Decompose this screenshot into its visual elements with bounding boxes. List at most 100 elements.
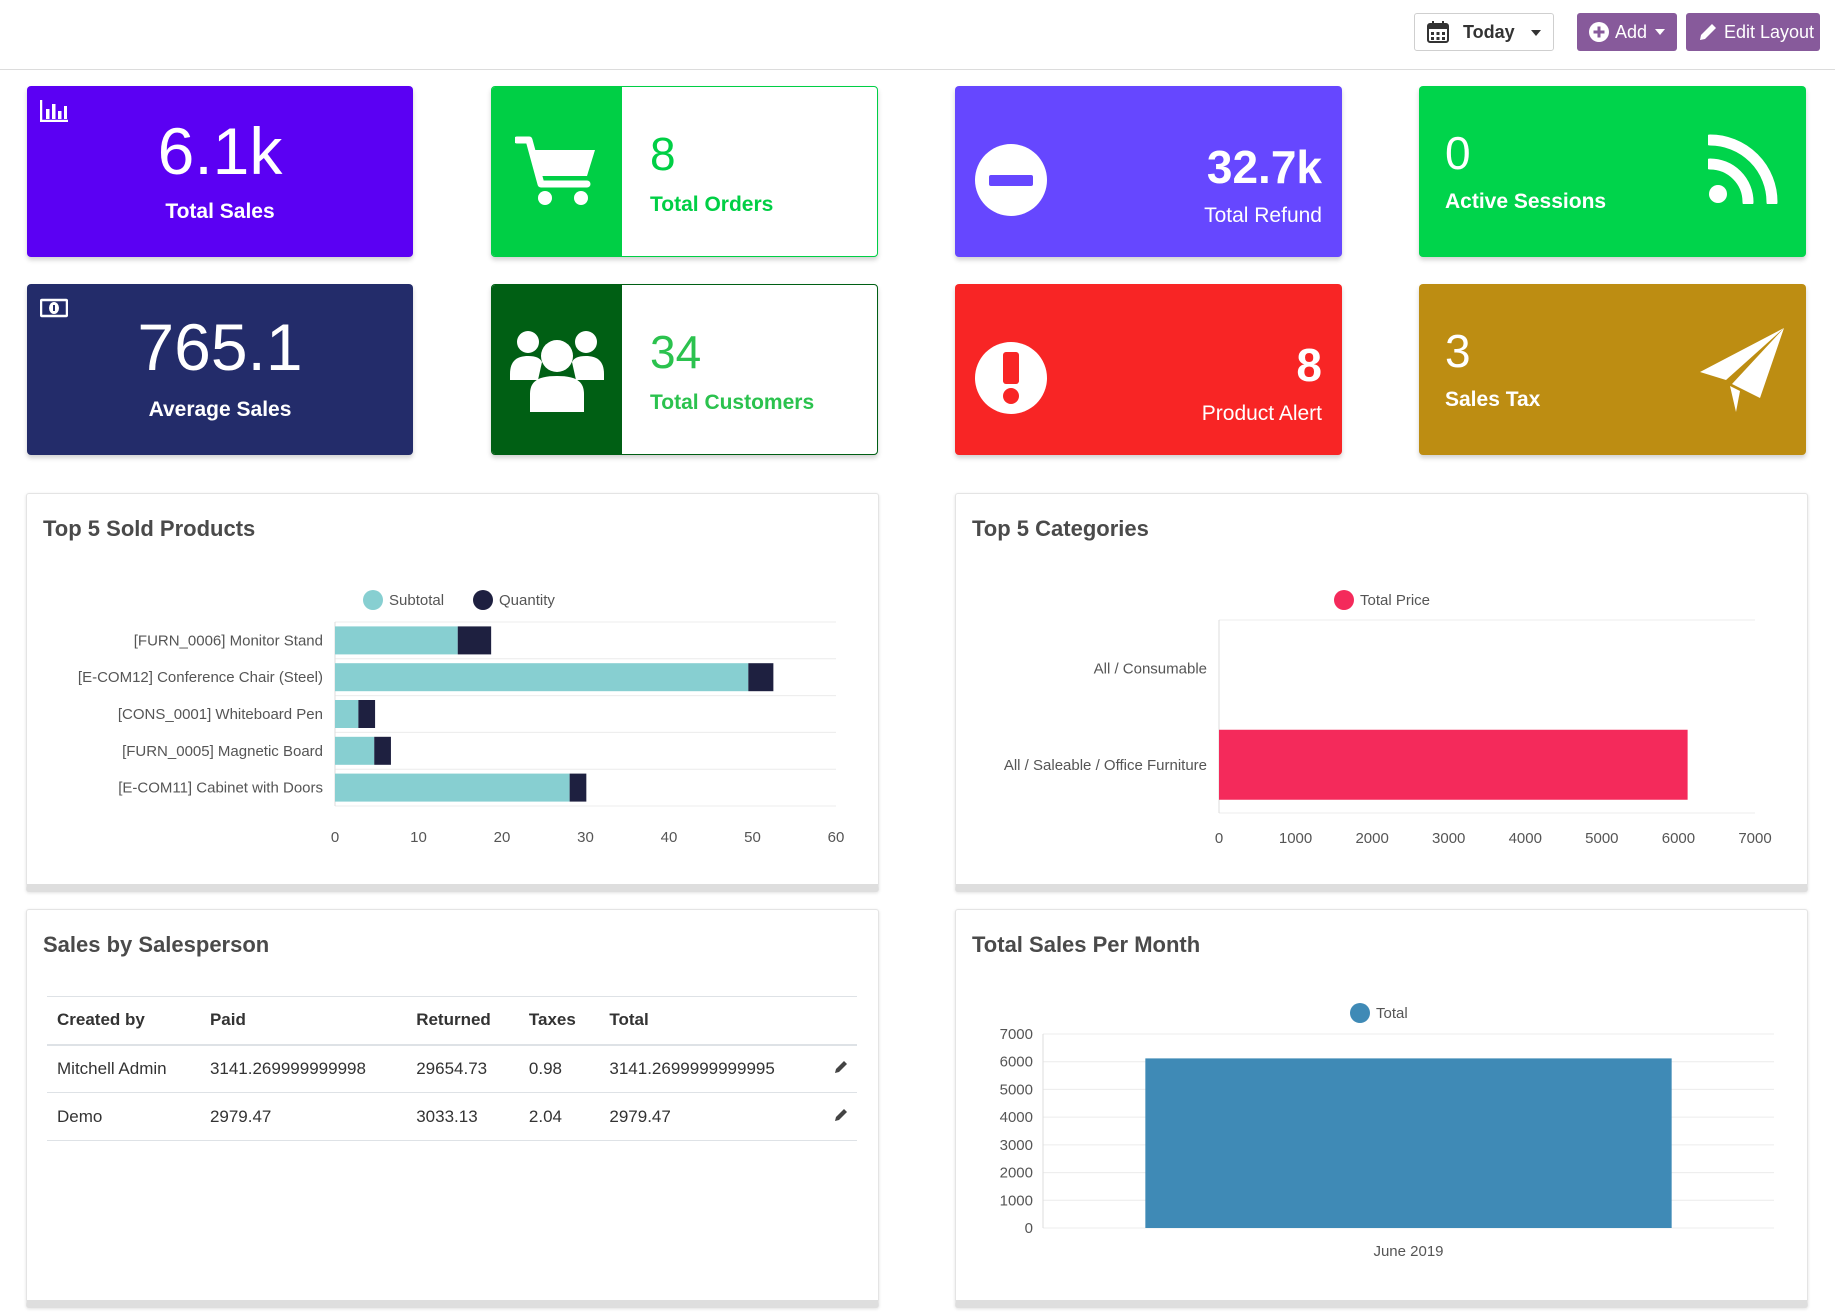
y-tick-label: All / Saleable / Office Furniture (1004, 757, 1207, 774)
bar (457, 626, 492, 655)
top-toolbar: Today Add Edit Layout (0, 0, 1835, 70)
y-tick-label: [E-COM11] Cabinet with Doors (118, 780, 323, 797)
sales-month-chart: Total 0 1000 2000 3000 4000 5000 6000 7000 June 2… (1000, 1003, 1774, 1260)
y-tick-label: All / Consumable (1094, 660, 1207, 677)
column-header: Paid (199, 996, 407, 1046)
kpi-product-alert[interactable]: 8 Product Alert (955, 284, 1342, 455)
column-header: Returned (406, 996, 519, 1046)
x-tick-label: 50 (744, 829, 761, 846)
y-tick-label: [FURN_0005] Magnetic Board (122, 743, 323, 760)
column-header: Created by (47, 996, 200, 1046)
y-tick-label: [E-COM12] Conference Chair (Steel) (78, 669, 323, 686)
salesperson-table: Created by Paid Returned Taxes Total Mit… (47, 996, 857, 1141)
kpi-average-sales[interactable]: 765.1 Average Sales (27, 284, 413, 455)
legend-marker (1350, 1003, 1370, 1023)
kpi-total-refund[interactable]: 32.7k Total Refund (955, 86, 1342, 257)
bar (358, 700, 376, 728)
kpi-sales-tax[interactable]: 3 Sales Tax (1419, 284, 1806, 455)
money-icon (40, 298, 68, 318)
total-sales-label: Total Sales (165, 200, 275, 223)
product-alert-value: 8 (1296, 339, 1322, 391)
legend-label: Total Price (1360, 592, 1430, 609)
legend-marker (473, 590, 493, 610)
x-tick-label: 10 (410, 829, 427, 846)
sales-tax-value: 3 (1445, 325, 1471, 377)
add-button[interactable]: Add (1577, 13, 1677, 51)
legend-marker (363, 590, 383, 610)
panel-top-products: Top 5 Sold Products Subtotal Quantity [FUR… (26, 493, 879, 892)
total-sales-value: 6.1k (157, 114, 283, 188)
bar (1219, 729, 1688, 800)
shopping-cart-icon (515, 136, 595, 205)
legend-label: Total (1376, 1005, 1408, 1022)
bar (335, 736, 375, 765)
y-tick-label: 0 (1025, 1220, 1033, 1237)
pencil-icon (835, 1108, 848, 1121)
orders-icon-box (492, 87, 622, 256)
table-cell: 0.98 (518, 1044, 600, 1093)
x-tick-label: June 2019 (1373, 1243, 1443, 1260)
bar (748, 663, 774, 692)
total-customers-label: Total Customers (650, 391, 815, 414)
x-tick-label: 2000 (1355, 830, 1388, 847)
edit-row-button[interactable] (816, 1044, 857, 1093)
legend-marker (1334, 590, 1354, 610)
calendar-icon (1427, 21, 1449, 43)
x-tick-label: 3000 (1432, 830, 1465, 847)
date-filter-dropdown[interactable]: Today (1414, 13, 1554, 51)
panel-sales-month: Total Sales Per Month Total 0 1000 2000 3000… (955, 909, 1808, 1308)
table-cell: 2979.47 (599, 1092, 817, 1141)
users-icon (510, 330, 604, 412)
kpi-total-customers[interactable]: 34 Total Customers (491, 284, 878, 455)
table-row: Demo 2979.47 3033.13 2.04 2979.47 (47, 1092, 857, 1141)
chevron-down-icon (1655, 29, 1665, 35)
x-tick-label: 5000 (1585, 830, 1618, 847)
table-cell: 2979.47 (199, 1092, 407, 1141)
pencil-icon (1700, 24, 1716, 40)
total-orders-value: 8 (650, 128, 676, 180)
edit-layout-label: Edit Layout (1724, 21, 1815, 42)
top-products-title: Top 5 Sold Products (43, 516, 256, 541)
legend-label: Subtotal (389, 592, 444, 609)
sales-month-title: Total Sales Per Month (972, 932, 1201, 957)
sales-tax-label: Sales Tax (1445, 388, 1541, 411)
product-alert-label: Product Alert (1201, 402, 1322, 425)
y-tick-label: 4000 (1000, 1109, 1033, 1126)
total-orders-label: Total Orders (650, 193, 774, 216)
table-cell: 2.04 (518, 1092, 600, 1141)
add-button-label: Add (1615, 21, 1648, 42)
kpi-active-sessions[interactable]: 0 Active Sessions (1419, 86, 1806, 257)
kpi-total-orders[interactable]: 8 Total Orders (491, 86, 878, 257)
column-header: Total (599, 996, 817, 1046)
paper-plane-icon (1700, 328, 1784, 412)
column-header: Taxes (518, 996, 600, 1046)
average-sales-label: Average Sales (148, 398, 292, 421)
total-refund-value: 32.7k (1206, 141, 1322, 193)
x-tick-label: 4000 (1509, 830, 1542, 847)
y-tick-label: 6000 (1000, 1054, 1033, 1071)
average-sales-value: 765.1 (137, 310, 303, 384)
x-tick-label: 20 (494, 829, 511, 846)
bar (569, 773, 587, 802)
column-header-actions (816, 996, 857, 1046)
table-cell: Mitchell Admin (47, 1044, 200, 1093)
x-tick-label: 40 (661, 829, 678, 846)
total-customers-value: 34 (650, 326, 702, 378)
table-cell: Demo (47, 1092, 200, 1141)
x-tick-label: 7000 (1738, 830, 1771, 847)
total-refund-label: Total Refund (1204, 204, 1322, 227)
kpi-total-sales[interactable]: 6.1k Total Sales (27, 86, 413, 257)
top-categories-chart: Total Price All / Consumable All / Saleabl… (1004, 590, 1772, 847)
bar (335, 700, 359, 728)
edit-layout-button[interactable]: Edit Layout (1686, 13, 1820, 51)
bar (335, 773, 570, 802)
panel-salesperson: Sales by Salesperson Created by Paid Ret… (26, 909, 879, 1308)
y-tick-label: [CONS_0001] Whiteboard Pen (118, 706, 323, 723)
active-sessions-label: Active Sessions (1445, 190, 1607, 213)
panel-top-categories: Top 5 Categories Total Price All / Consum… (955, 493, 1808, 892)
y-tick-label: 5000 (1000, 1081, 1033, 1098)
plus-circle-icon (1589, 22, 1609, 42)
edit-row-button[interactable] (816, 1092, 857, 1141)
y-tick-label: 1000 (1000, 1192, 1033, 1209)
date-filter-label: Today (1463, 21, 1515, 42)
